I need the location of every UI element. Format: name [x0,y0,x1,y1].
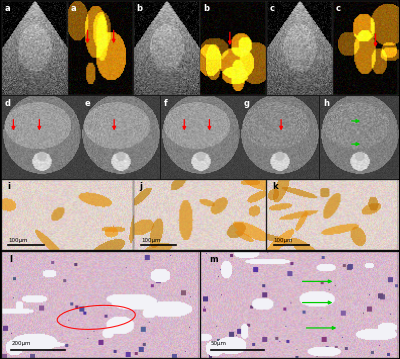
Text: i: i [7,182,10,191]
Text: b: b [203,4,209,13]
Text: 100μm: 100μm [141,238,160,243]
Text: e: e [84,99,90,108]
Text: f: f [164,99,168,108]
Text: g: g [243,99,249,108]
Text: 200μm: 200μm [12,341,31,346]
Text: b: b [137,4,143,13]
Text: k: k [272,182,278,191]
Text: m: m [209,255,218,264]
Text: c: c [336,4,340,13]
Text: l: l [10,255,12,264]
Text: 100μm: 100μm [8,238,28,243]
Text: a: a [70,4,76,13]
Text: c: c [269,4,274,13]
Text: d: d [5,99,11,108]
Text: h: h [323,99,329,108]
Text: 100μm: 100μm [274,238,293,243]
Text: 50μm: 50μm [211,341,227,346]
Text: j: j [140,182,143,191]
Text: a: a [4,4,10,13]
